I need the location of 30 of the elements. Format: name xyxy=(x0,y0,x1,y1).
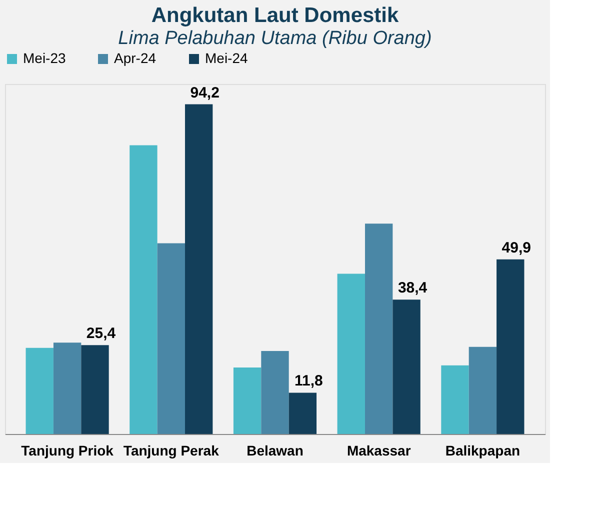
bar xyxy=(337,274,365,434)
bar xyxy=(365,224,393,434)
bar xyxy=(441,365,469,434)
bar xyxy=(496,259,524,434)
x-tick-label: Balikpapan xyxy=(445,442,520,458)
chart-subtitle: Lima Pelabuhan Utama (Ribu Orang) xyxy=(118,28,432,49)
bar xyxy=(233,368,262,434)
x-tick-label: Belawan xyxy=(246,442,304,458)
bar xyxy=(130,145,158,434)
legend-label: Apr-24 xyxy=(114,50,156,66)
x-tick-label: Tanjung Perak xyxy=(123,442,220,458)
data-label: 25,4 xyxy=(86,325,116,342)
data-label: 11,8 xyxy=(294,372,323,390)
legend-label: Mei-24 xyxy=(205,50,248,66)
x-tick-label: Tanjung Priok xyxy=(21,442,114,458)
x-tick-label: Makassar xyxy=(346,442,412,458)
bar xyxy=(81,345,109,434)
data-label: 49,9 xyxy=(502,239,531,256)
bar xyxy=(468,346,497,434)
bar xyxy=(392,300,420,434)
bar xyxy=(157,243,185,434)
data-label: 38,4 xyxy=(398,280,428,297)
data-label: 94,2 xyxy=(190,84,220,102)
bar xyxy=(53,342,82,434)
chart-title: Angkutan Laut Domestik xyxy=(151,4,399,27)
bar xyxy=(185,104,213,434)
bar xyxy=(26,348,54,434)
legend-label: Mei-23 xyxy=(23,50,66,66)
bar xyxy=(288,392,317,434)
bar xyxy=(261,351,289,434)
